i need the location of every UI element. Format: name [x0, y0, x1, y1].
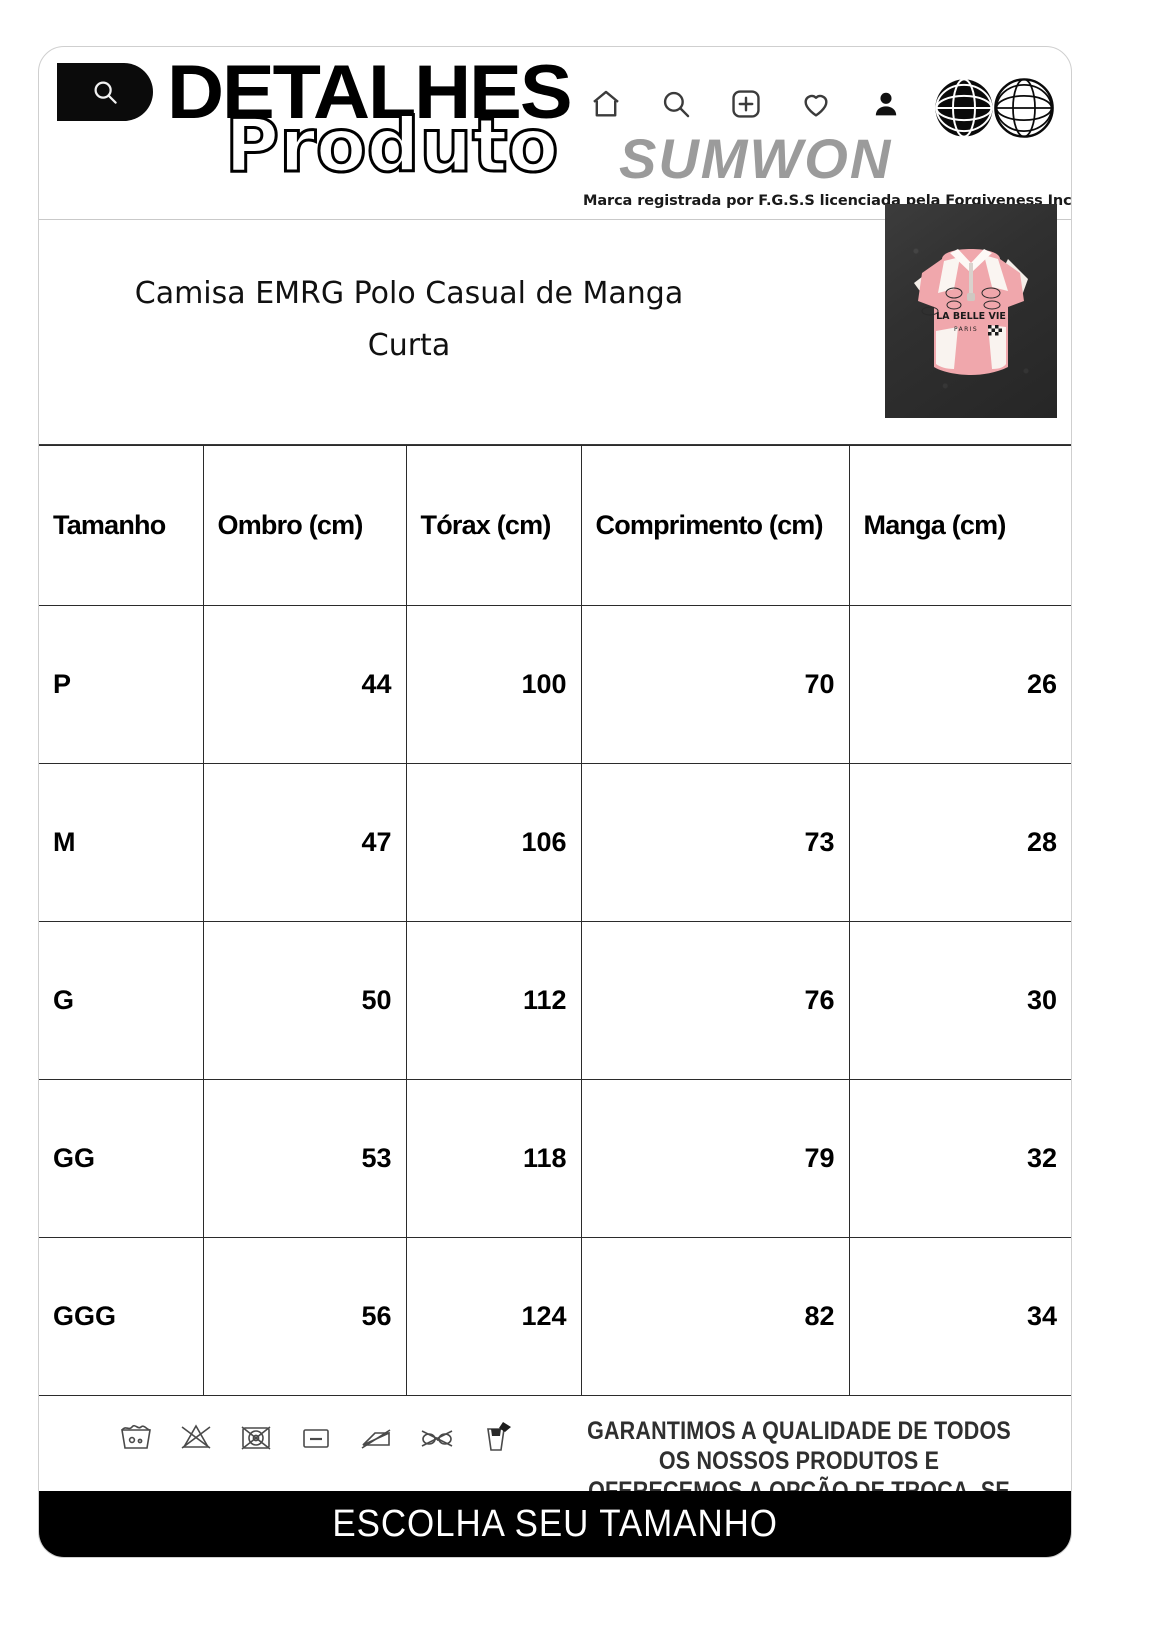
no-wring-icon	[417, 1419, 457, 1453]
cell-ombro: 50	[202, 921, 406, 1080]
globe-outline-icon	[991, 75, 1057, 141]
cell-comprimento: 79	[580, 1079, 849, 1238]
cell-ombro: 56	[202, 1237, 406, 1396]
product-summary: Camisa EMRG Polo Casual de Manga Curta	[39, 204, 1071, 445]
product-title: Camisa EMRG Polo Casual de Manga Curta	[134, 276, 684, 363]
table-header-row: Tamanho Ombro (cm) Tórax (cm) Compriment…	[39, 445, 1071, 606]
column-header-ombro: Ombro (cm)	[202, 445, 406, 606]
cell-ombro: 53	[202, 1079, 406, 1238]
home-icon[interactable]	[589, 87, 623, 121]
no-bleach-icon	[177, 1419, 215, 1453]
person-icon[interactable]	[869, 87, 903, 121]
product-card: DETALHES Produto	[38, 46, 1072, 1558]
no-dry-clean-icon	[357, 1419, 395, 1453]
column-header-torax: Tórax (cm)	[405, 445, 581, 606]
cell-tamanho: G	[39, 921, 203, 1080]
cell-torax: 100	[405, 605, 581, 764]
cell-torax: 112	[405, 921, 581, 1080]
cell-ombro: 47	[202, 763, 406, 922]
nav-icon-bar	[589, 87, 903, 121]
cell-manga: 32	[848, 1079, 1071, 1238]
globe-icon-group	[931, 75, 1057, 141]
cell-torax: 124	[405, 1237, 581, 1396]
brand-name: SUMWON	[619, 127, 893, 190]
cell-manga: 34	[848, 1237, 1071, 1396]
heart-icon[interactable]	[799, 87, 833, 121]
no-tumble-dry-icon	[237, 1419, 275, 1453]
header-right-block: SUMWON Marca registrada por F.G.S.S lice…	[583, 53, 1071, 219]
cell-comprimento: 73	[580, 763, 849, 922]
cell-comprimento: 76	[580, 921, 849, 1080]
care-and-guarantee: GARANTIMOS A QUALIDADE DE TODOS OS NOSSO…	[39, 1396, 1071, 1535]
cell-manga: 26	[848, 605, 1071, 764]
cell-tamanho: M	[39, 763, 203, 922]
column-header-tamanho: Tamanho	[39, 445, 203, 606]
cell-manga: 28	[848, 763, 1071, 922]
table-row: GGG 56 124 82 34	[39, 1237, 1071, 1396]
cell-tamanho: GG	[39, 1079, 203, 1238]
wash-tub-icon	[117, 1419, 155, 1453]
cell-ombro: 44	[202, 605, 406, 764]
search-button[interactable]	[57, 63, 153, 121]
svg-text:LA BELLE VIE: LA BELLE VIE	[936, 311, 1006, 322]
plus-box-icon[interactable]	[729, 87, 763, 121]
product-photo: LA BELLE VIE PARIS	[885, 204, 1057, 418]
cell-comprimento: 70	[580, 605, 849, 764]
cell-comprimento: 82	[580, 1237, 849, 1396]
cell-tamanho: GGG	[39, 1237, 203, 1396]
cell-tamanho: P	[39, 605, 203, 764]
globe-filled-icon	[931, 75, 997, 141]
table-row: M 47 106 73 28	[39, 763, 1071, 922]
card-header: DETALHES Produto	[39, 47, 1071, 220]
page-title-produto: Produto	[223, 103, 559, 189]
search-icon[interactable]	[659, 87, 693, 121]
cell-torax: 118	[405, 1079, 581, 1238]
page-title-detalhes: DETALHES	[167, 50, 573, 135]
choose-size-banner[interactable]: ESCOLHA SEU TAMANHO	[39, 1491, 1071, 1557]
size-chart-table: Tamanho Ombro (cm) Tórax (cm) Compriment…	[39, 445, 1071, 1396]
table-row: P 44 100 70 26	[39, 605, 1071, 764]
care-symbol-group	[117, 1418, 513, 1454]
iron-low-icon	[297, 1419, 335, 1453]
brand-title-block: DETALHES Produto	[167, 47, 597, 197]
column-header-manga: Manga (cm)	[848, 445, 1071, 606]
cell-torax: 106	[405, 763, 581, 922]
column-header-comprimento: Comprimento (cm)	[580, 445, 849, 606]
table-row: GG 53 118 79 32	[39, 1079, 1071, 1238]
choose-size-label: ESCOLHA SEU TAMANHO	[332, 1502, 778, 1545]
svg-text:PARIS: PARIS	[954, 326, 978, 333]
table-row: G 50 112 76 30	[39, 921, 1071, 1080]
brush-icon	[479, 1418, 513, 1454]
guarantee-line-1: GARANTIMOS A QUALIDADE DE TODOS OS NOSSO…	[587, 1417, 1011, 1475]
cell-manga: 30	[848, 921, 1071, 1080]
search-icon	[90, 77, 120, 107]
